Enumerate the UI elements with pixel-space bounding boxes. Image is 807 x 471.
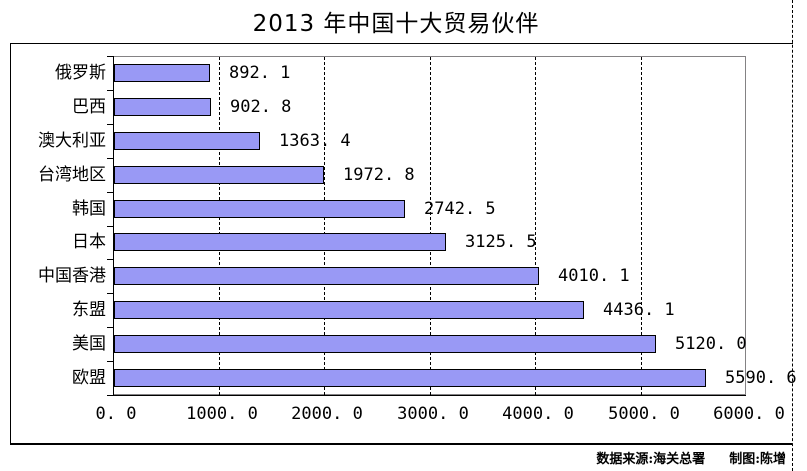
chart-title: 2013 年中国十大贸易伙伴: [252, 11, 540, 37]
gridline-5000: [640, 57, 642, 395]
y-axis-tick: [107, 293, 113, 294]
y-axis-tick: [107, 124, 113, 125]
category-label-澳大利亚: 澳大利亚: [38, 131, 106, 151]
category-label-日本: 日本: [72, 232, 106, 252]
value-label-台湾地区: 1972. 8: [343, 165, 415, 185]
gridline-3000: [429, 57, 431, 395]
category-label-东盟: 东盟: [72, 300, 106, 320]
bar-韩国: [114, 200, 405, 218]
bar-日本: [114, 233, 446, 251]
bar-俄罗斯: [114, 64, 210, 82]
bar-欧盟: [114, 369, 706, 387]
y-axis-tick: [107, 395, 113, 396]
x-tick-label-4000: 4000. 0: [502, 404, 574, 424]
y-axis-tick: [107, 327, 113, 328]
bar-澳大利亚: [114, 132, 260, 150]
gridline-2000: [324, 57, 325, 395]
value-label-日本: 3125. 5: [465, 232, 537, 252]
value-label-韩国: 2742. 5: [424, 199, 496, 219]
bar-巴西: [114, 98, 211, 116]
category-label-韩国: 韩国: [72, 199, 106, 219]
value-label-澳大利亚: 1363. 4: [279, 131, 351, 151]
category-label-巴西: 巴西: [72, 97, 106, 117]
x-tick-label-5000: 5000. 0: [608, 404, 680, 424]
value-label-欧盟: 5590. 6: [725, 368, 797, 388]
category-label-欧盟: 欧盟: [72, 368, 106, 388]
value-label-巴西: 902. 8: [230, 97, 292, 117]
page-break-line: [792, 0, 793, 471]
bar-中国香港: [114, 267, 539, 285]
y-axis-tick: [107, 192, 113, 193]
y-axis-line: [113, 56, 114, 395]
category-label-中国香港: 中国香港: [38, 266, 106, 286]
x-axis-line: [113, 395, 746, 396]
x-tick-label-1000: 1000. 0: [186, 404, 258, 424]
y-axis-tick: [107, 158, 113, 159]
y-axis-tick: [107, 90, 113, 91]
category-label-俄罗斯: 俄罗斯: [55, 63, 106, 83]
footer-divider: [10, 443, 792, 444]
value-label-东盟: 4436. 1: [603, 300, 675, 320]
value-label-美国: 5120. 0: [675, 334, 747, 354]
x-tick-label-3000: 3000. 0: [397, 404, 469, 424]
value-label-俄罗斯: 892. 1: [229, 63, 291, 83]
bar-东盟: [114, 301, 584, 319]
y-axis-tick: [107, 226, 113, 227]
x-tick-label-6000: 6000. 0: [713, 404, 785, 424]
footer: 数据来源:海关总署 制图:陈增: [0, 448, 786, 467]
x-tick-label-0: 0. 0: [95, 404, 137, 424]
value-label-中国香港: 4010. 1: [558, 266, 630, 286]
bar-美国: [114, 335, 656, 353]
category-label-台湾地区: 台湾地区: [38, 165, 106, 185]
data-source-label: 数据来源:海关总署: [596, 452, 706, 467]
y-axis-tick: [107, 361, 113, 362]
y-axis-tick: [107, 56, 113, 57]
gridline-4000: [535, 57, 536, 395]
author-label: 制图:陈增: [729, 452, 786, 467]
y-axis-tick: [107, 259, 113, 260]
x-tick-label-2000: 2000. 0: [291, 404, 363, 424]
bar-台湾地区: [114, 166, 324, 184]
gridline-1000: [218, 57, 220, 395]
category-label-美国: 美国: [72, 334, 106, 354]
